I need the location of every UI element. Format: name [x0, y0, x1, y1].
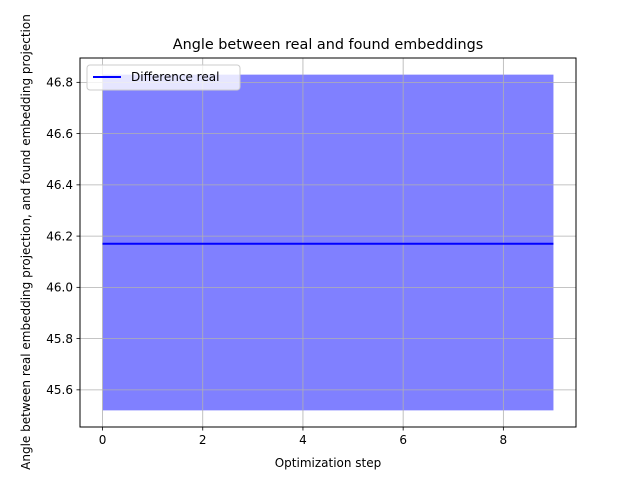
grid-layer: [80, 58, 576, 427]
y-tick-label: 46.0: [46, 281, 73, 295]
confidence-band: [102, 74, 554, 411]
y-tick-label: 45.8: [46, 332, 73, 346]
y-axis-label: Angle between real embedding projection,…: [19, 14, 33, 470]
x-tick-label: 4: [299, 433, 307, 447]
x-tick-label: 6: [399, 433, 407, 447]
x-tick-label: 0: [99, 433, 107, 447]
tick-layer: 0 2 4 6 8 45.6 45.8 46.0 46.2 46.4 46.6 46.8: [46, 76, 507, 447]
legend: Difference real: [86, 64, 241, 91]
chart-title: Angle between real and found embeddings: [173, 37, 484, 53]
legend-box: [86, 64, 241, 91]
confidence-band-layer: [102, 74, 554, 411]
y-tick-label: 46.8: [46, 76, 73, 90]
y-tick-label: 46.4: [46, 178, 73, 192]
x-tick-label: 8: [500, 433, 508, 447]
y-tick-label: 45.6: [46, 383, 73, 397]
x-tick-label: 2: [199, 433, 207, 447]
legend-label-difference-real: Difference real: [131, 70, 219, 84]
axes-frame: [79, 57, 577, 428]
x-axis-label: Optimization step: [275, 456, 382, 470]
y-tick-label: 46.2: [46, 229, 73, 243]
y-tick-label: 46.6: [46, 127, 73, 141]
